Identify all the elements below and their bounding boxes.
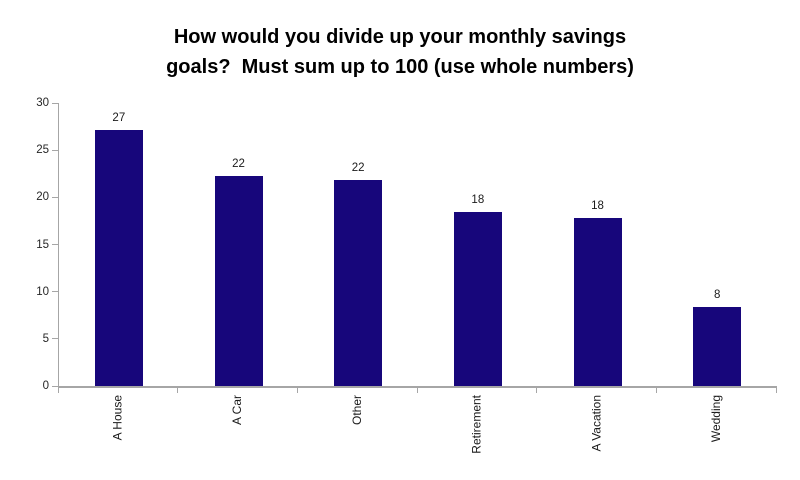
bar-value-label: 8 (713, 288, 721, 301)
y-axis-tick-mark (52, 244, 58, 245)
x-axis-label: A Car (230, 395, 245, 426)
bar-value-label: 22 (232, 157, 245, 170)
x-axis-tick-mark (775, 388, 777, 393)
y-axis-tick-label: 5 (42, 332, 49, 345)
bar-wedding (693, 306, 742, 386)
bar-value-label: 18 (471, 194, 485, 207)
y-axis-tick-label: 15 (36, 238, 49, 251)
x-axis-tick-mark (536, 388, 538, 393)
y-axis-tick-label: 25 (36, 144, 49, 157)
y-axis-tick-mark (52, 149, 58, 151)
bar-other (334, 180, 383, 386)
bar-a-house (94, 130, 143, 386)
bar-value-label: 18 (591, 200, 604, 213)
y-axis-tick-label: 10 (36, 285, 49, 298)
bar-value-label: 22 (351, 162, 365, 175)
x-axis-label: A House (110, 395, 125, 441)
bar-a-vacation (573, 218, 622, 386)
y-axis-tick-label: 0 (42, 380, 49, 392)
chart-title-line-2: goals? Must sum up to 100 (use whole num… (166, 56, 634, 78)
y-axis-tick-label: 30 (36, 97, 49, 109)
y-axis-tick-mark (52, 196, 58, 198)
x-axis-label: Other (350, 395, 365, 426)
y-axis-tick-mark (52, 338, 58, 340)
bar-retirement (453, 212, 502, 386)
y-axis-tick-mark (52, 102, 58, 104)
y-axis-tick-label: 20 (36, 191, 49, 204)
x-axis-tick-mark (177, 388, 179, 393)
x-axis-tick-mark (57, 388, 59, 393)
x-axis-label: Wedding (709, 395, 724, 443)
x-axis-tick-mark (416, 388, 418, 393)
chart-title-line-1: How would you divide up your monthly sav… (173, 26, 627, 48)
chart-title: How would you divide up your monthly sav… (0, 22, 800, 82)
plot-area: 27 22 22 18 18 8 (58, 103, 777, 388)
y-axis-tick-mark (52, 385, 58, 387)
bar-a-car (214, 175, 263, 386)
x-axis-tick-mark (296, 388, 298, 393)
bar-value-label: 27 (112, 112, 126, 125)
y-axis-tick-mark (52, 291, 58, 293)
x-axis-label: A Vacation (589, 395, 604, 452)
x-axis-tick-mark (655, 388, 657, 393)
x-axis-label: Retirement (469, 395, 484, 454)
